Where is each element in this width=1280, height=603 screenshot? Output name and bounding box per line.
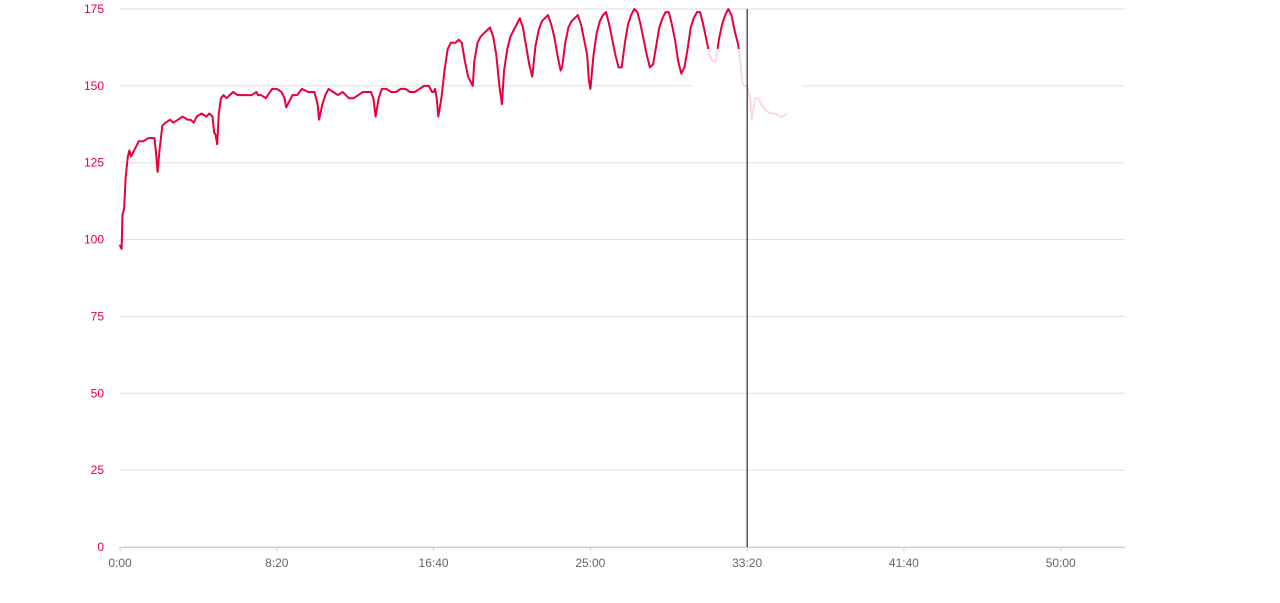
- y-tick-label: 125: [84, 156, 104, 170]
- grid-lines: [120, 8, 1125, 548]
- x-axis-ticks: 0:00 8:20 16:40 25:00 33:20 41:40 50:00: [108, 547, 1076, 570]
- y-tick-label: 150: [84, 79, 104, 93]
- x-tick-label: 25:00: [575, 556, 605, 570]
- series-layer: [119, 8, 788, 250]
- x-tick-label: 0:00: [108, 556, 132, 570]
- y-tick-label: 75: [91, 309, 105, 323]
- x-tick-label: 8:20: [265, 556, 289, 570]
- x-tick-label: 16:40: [419, 556, 449, 570]
- y-tick-label: 50: [91, 386, 105, 400]
- y-tick-label: 25: [91, 463, 105, 477]
- y-tick-label: 100: [84, 233, 104, 247]
- x-tick-label: 33:20: [732, 556, 762, 570]
- hover-layer: [692, 9, 803, 547]
- y-tick-label: 0: [97, 540, 104, 554]
- y-tick-label: 175: [84, 2, 104, 16]
- x-tick-label: 50:00: [1046, 556, 1076, 570]
- x-tick-label: 41:40: [889, 556, 919, 570]
- series-line-0[interactable]: [119, 8, 788, 250]
- y-axis-ticks: 0 25 50 75 100 125 150 175: [84, 2, 104, 554]
